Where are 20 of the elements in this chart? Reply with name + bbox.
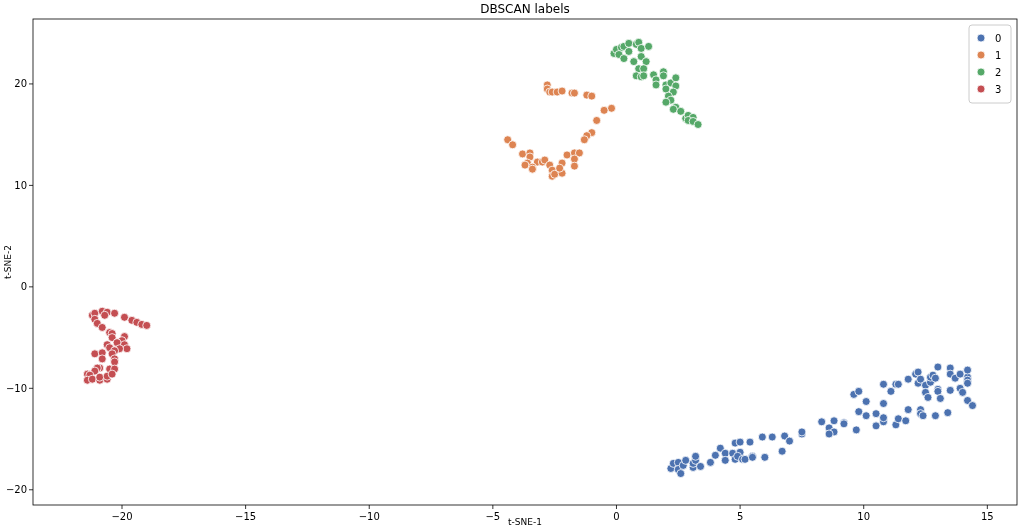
y-tick-label: 10	[14, 179, 27, 191]
x-tick-label: 10	[857, 511, 871, 522]
y-tick-label: −10	[5, 382, 27, 394]
x-tick-label: −20	[111, 511, 133, 522]
x-tick-label: −10	[358, 511, 380, 522]
chart-title: DBSCAN labels	[480, 2, 570, 16]
y-axis-title: t-SNE-2	[3, 245, 13, 279]
legend-label: 3	[995, 83, 1002, 95]
y-tick-label: −20	[5, 484, 27, 496]
x-tick-label: 5	[736, 511, 744, 522]
x-tick-label: −5	[485, 511, 501, 522]
legend-label: 0	[995, 32, 1002, 44]
x-tick-label: 0	[613, 511, 620, 522]
y-tick-label: 20	[14, 78, 27, 90]
legend-label: 1	[995, 49, 1002, 61]
legend-label: 2	[995, 66, 1002, 78]
x-axis-title: t-SNE-1	[508, 517, 542, 527]
x-tick-label: −15	[235, 511, 257, 522]
x-tick-label: 15	[980, 511, 994, 522]
y-tick-label: 0	[20, 281, 27, 293]
